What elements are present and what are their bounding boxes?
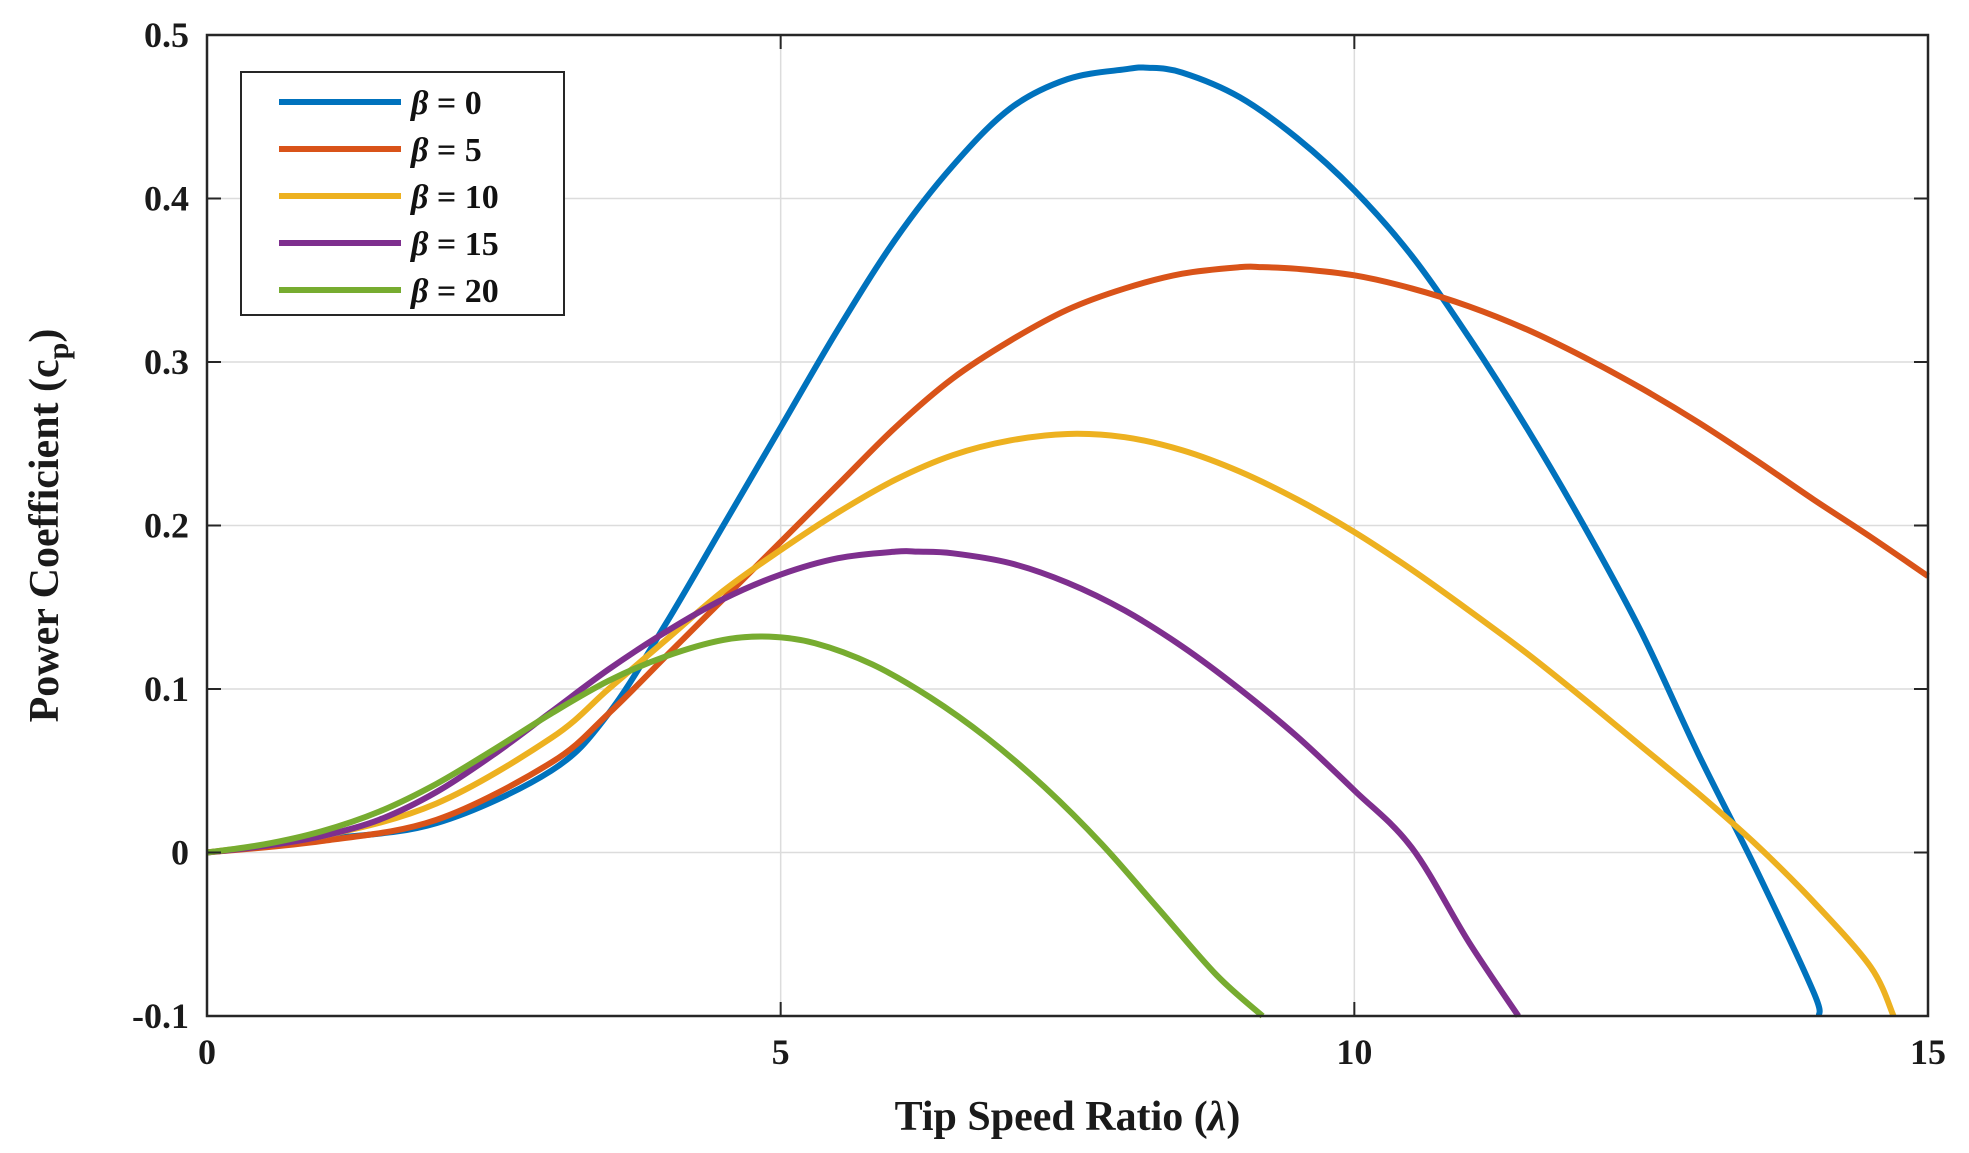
grid (207, 35, 1928, 1016)
series-line-4 (206, 633, 1265, 1019)
x-axis-title: Tip Speed Ratio (λ) (895, 1094, 1241, 1140)
tick-labels: 0 5 10 15-0.100.10.20.30.40.5 (132, 15, 1946, 1072)
y-tick-label: 0.5 (144, 15, 189, 55)
x-tick-label: 10 (1336, 1032, 1372, 1072)
legend-label-4: β = 20 (409, 273, 499, 310)
y-axis-title: Power Coefficient (cp) (22, 329, 75, 723)
x-tick-label: 0 (198, 1032, 216, 1072)
legend-beta-symbol: β (409, 179, 429, 216)
legend-label-2: β = 10 (409, 179, 499, 216)
y-tick-label: 0.3 (144, 342, 189, 382)
y-tick-label: 0 (171, 833, 189, 873)
y-axis-title-suffix: ) (22, 329, 68, 343)
series-line-2 (206, 430, 1897, 1018)
y-tick-label: 0.1 (144, 669, 189, 709)
y-tick-label: 0.2 (144, 506, 189, 546)
x-axis-title-text: Tip Speed Ratio ( (895, 1094, 1208, 1140)
legend-beta-value: = 20 (428, 273, 498, 310)
y-tick-label: -0.1 (132, 996, 189, 1036)
y-axis-subscript: p (42, 343, 75, 360)
legend-label-3: β = 15 (409, 226, 499, 263)
legend-beta-symbol: β (409, 132, 429, 169)
x-axis-lambda-symbol: λ (1206, 1094, 1227, 1140)
legend-beta-symbol: β (409, 273, 429, 310)
y-tick-label: 0.4 (144, 179, 189, 219)
legend: β = 0β = 5β = 10β = 15β = 20 (240, 71, 565, 316)
y-axis-title-text: Power Coefficient (c (22, 359, 68, 722)
legend-beta-value: = 5 (428, 132, 481, 169)
legend-label-1: β = 5 (409, 132, 482, 169)
x-tick-label: 15 (1910, 1032, 1946, 1072)
x-axis-title-suffix: ) (1226, 1094, 1240, 1140)
series-layer (206, 64, 1930, 1019)
legend-beta-value: = 10 (428, 179, 498, 216)
legend-beta-symbol: β (409, 85, 429, 122)
axis-ticks (206, 34, 1929, 1017)
legend-label-0: β = 0 (409, 85, 482, 122)
legend-beta-symbol: β (409, 226, 429, 263)
legend-beta-value: = 0 (428, 85, 481, 122)
legend-beta-value: = 15 (428, 226, 498, 263)
x-tick-label: 5 (772, 1032, 790, 1072)
series-line-1 (206, 263, 1930, 856)
legend-entries: β = 0β = 5β = 10β = 15β = 20 (279, 85, 499, 310)
series-line-3 (206, 548, 1521, 1018)
